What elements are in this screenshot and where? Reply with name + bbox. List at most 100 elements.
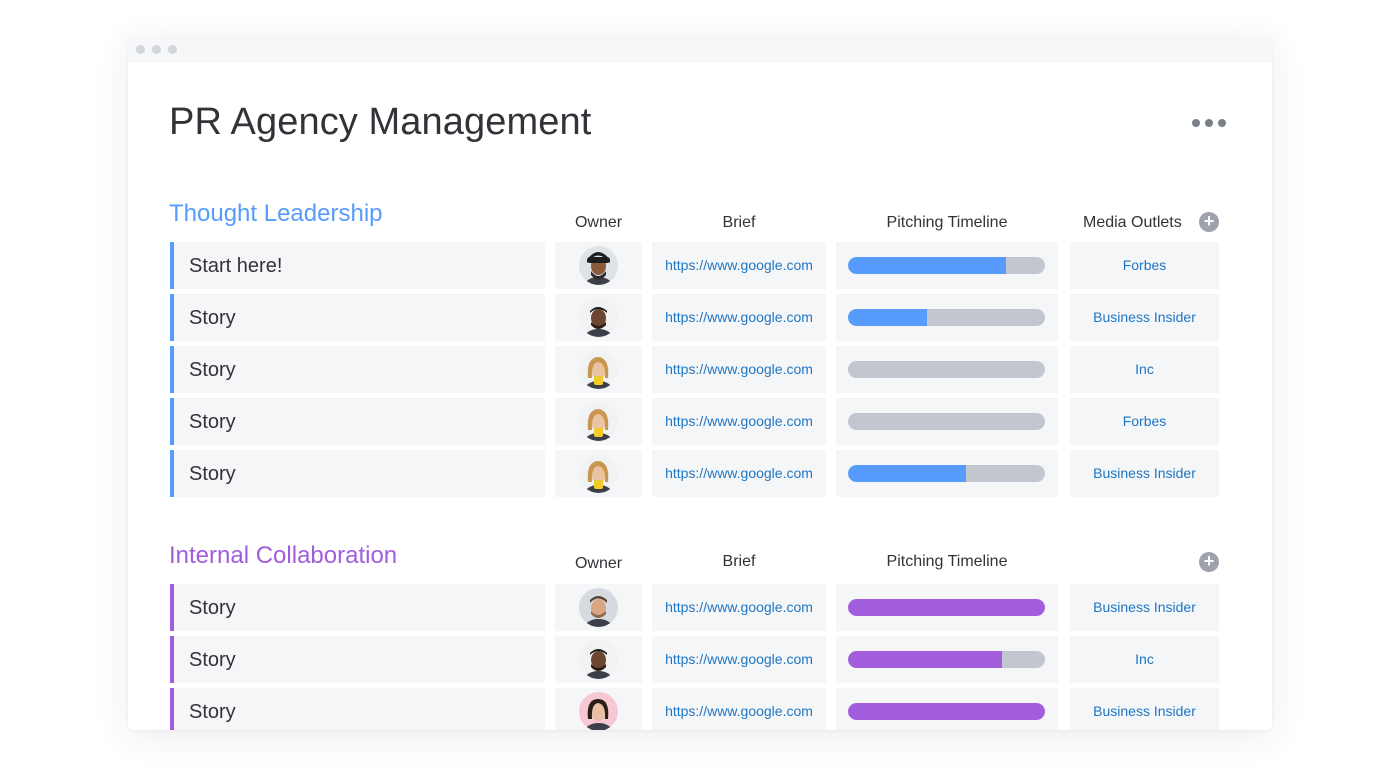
media-outlet-cell[interactable]: Business Insider bbox=[1070, 688, 1219, 730]
media-outlet-label[interactable]: Forbes bbox=[1122, 257, 1167, 273]
owner-cell[interactable] bbox=[555, 450, 642, 497]
table-row[interactable]: Start here! https://www.google.com Forbes bbox=[128, 242, 1272, 289]
timeline-cell[interactable] bbox=[836, 242, 1058, 289]
owner-cell[interactable] bbox=[555, 688, 642, 730]
brief-link[interactable]: https://www.google.com bbox=[665, 257, 813, 273]
table-row[interactable]: Story https://www.google.com Business Insi… bbox=[128, 688, 1272, 730]
timeline-bar[interactable] bbox=[848, 309, 1045, 326]
timeline-fill bbox=[848, 703, 1045, 720]
media-outlet-label[interactable]: Business Insider bbox=[1093, 703, 1196, 719]
brief-link[interactable]: https://www.google.com bbox=[665, 413, 813, 429]
brief-link[interactable]: https://www.google.com bbox=[665, 651, 813, 667]
add-column-plus-icon[interactable]: + bbox=[1199, 552, 1219, 572]
brief-link[interactable]: https://www.google.com bbox=[665, 465, 813, 481]
timeline-cell[interactable] bbox=[836, 584, 1058, 631]
group-title-thought-leadership[interactable]: Thought Leadership bbox=[169, 200, 383, 227]
avatar[interactable] bbox=[579, 350, 618, 389]
item-name-cell[interactable]: Story bbox=[170, 398, 545, 445]
timeline-bar[interactable] bbox=[848, 257, 1045, 274]
brief-link[interactable]: https://www.google.com bbox=[665, 703, 813, 719]
timeline-cell[interactable] bbox=[836, 398, 1058, 445]
group-color-bar bbox=[170, 636, 174, 683]
window-titlebar bbox=[128, 37, 1272, 62]
brief-cell[interactable]: https://www.google.com bbox=[652, 688, 826, 730]
brief-cell[interactable]: https://www.google.com bbox=[652, 346, 826, 393]
avatar[interactable] bbox=[579, 454, 618, 493]
media-outlet-cell[interactable]: Business Insider bbox=[1070, 450, 1219, 497]
timeline-fill bbox=[848, 309, 927, 326]
media-outlet-cell[interactable]: Inc bbox=[1070, 636, 1219, 683]
timeline-cell[interactable] bbox=[836, 346, 1058, 393]
owner-cell[interactable] bbox=[555, 242, 642, 289]
avatar[interactable] bbox=[579, 246, 618, 285]
item-name-cell[interactable]: Story bbox=[170, 294, 545, 341]
avatar[interactable] bbox=[579, 402, 618, 441]
brief-link[interactable]: https://www.google.com bbox=[665, 361, 813, 377]
media-outlet-label[interactable]: Business Insider bbox=[1093, 465, 1196, 481]
group-color-bar bbox=[170, 450, 174, 497]
media-outlet-label[interactable]: Inc bbox=[1135, 361, 1154, 377]
timeline-cell[interactable] bbox=[836, 688, 1058, 730]
group-title-internal-collaboration[interactable]: Internal Collaboration bbox=[169, 542, 398, 569]
avatar[interactable] bbox=[579, 588, 618, 627]
media-outlet-cell[interactable]: Inc bbox=[1070, 346, 1219, 393]
timeline-cell[interactable] bbox=[836, 636, 1058, 683]
timeline-fill bbox=[848, 599, 1045, 616]
timeline-fill bbox=[848, 651, 1002, 668]
media-outlet-cell[interactable]: Forbes bbox=[1070, 242, 1219, 289]
item-name-cell[interactable]: Start here! bbox=[170, 242, 545, 289]
brief-link[interactable]: https://www.google.com bbox=[665, 309, 813, 325]
timeline-fill bbox=[848, 465, 967, 482]
timeline-bar[interactable] bbox=[848, 651, 1045, 668]
item-name-cell[interactable]: Story bbox=[170, 584, 545, 631]
table-row[interactable]: Story https://www.google.com Business Insi… bbox=[128, 294, 1272, 341]
add-column-plus-icon[interactable]: + bbox=[1199, 212, 1219, 232]
table-row[interactable]: Story https://www.google.com Inc bbox=[128, 636, 1272, 683]
timeline-bar[interactable] bbox=[848, 413, 1045, 430]
owner-cell[interactable] bbox=[555, 398, 642, 445]
brief-cell[interactable]: https://www.google.com bbox=[652, 636, 826, 683]
item-name: Story bbox=[189, 463, 236, 485]
timeline-bar[interactable] bbox=[848, 599, 1045, 616]
item-name-cell[interactable]: Story bbox=[170, 688, 545, 730]
owner-cell[interactable] bbox=[555, 294, 642, 341]
media-outlet-label[interactable]: Inc bbox=[1135, 651, 1154, 667]
media-outlet-label[interactable]: Forbes bbox=[1122, 413, 1167, 429]
brief-cell[interactable]: https://www.google.com bbox=[652, 450, 826, 497]
media-outlet-cell[interactable]: Business Insider bbox=[1070, 584, 1219, 631]
media-outlet-cell[interactable]: Forbes bbox=[1070, 398, 1219, 445]
timeline-bar[interactable] bbox=[848, 361, 1045, 378]
table-row[interactable]: Story https://www.google.com Forbes bbox=[128, 398, 1272, 445]
avatar[interactable] bbox=[579, 298, 618, 337]
owner-cell[interactable] bbox=[555, 584, 642, 631]
brief-cell[interactable]: https://www.google.com bbox=[652, 584, 826, 631]
item-name-cell[interactable]: Story bbox=[170, 636, 545, 683]
column-header-brief: Brief bbox=[722, 553, 756, 570]
timeline-bar[interactable] bbox=[848, 703, 1045, 720]
column-header-pitching-timeline: Pitching Timeline bbox=[886, 214, 1008, 231]
brief-cell[interactable]: https://www.google.com bbox=[652, 398, 826, 445]
media-outlet-label[interactable]: Business Insider bbox=[1093, 309, 1196, 325]
owner-cell[interactable] bbox=[555, 636, 642, 683]
more-options-icon[interactable] bbox=[1192, 113, 1226, 133]
media-outlet-label[interactable]: Business Insider bbox=[1093, 599, 1196, 615]
avatar[interactable] bbox=[579, 640, 618, 679]
item-name-cell[interactable]: Story bbox=[170, 450, 545, 497]
media-outlet-cell[interactable]: Business Insider bbox=[1070, 294, 1219, 341]
item-name-cell[interactable]: Story bbox=[170, 346, 545, 393]
table-row[interactable]: Story https://www.google.com Inc bbox=[128, 346, 1272, 393]
table-row[interactable]: Story https://www.google.com Business Insi… bbox=[128, 450, 1272, 497]
brief-link[interactable]: https://www.google.com bbox=[665, 599, 813, 615]
item-name: Story bbox=[189, 307, 236, 329]
avatar[interactable] bbox=[579, 692, 618, 730]
window-dot-icon bbox=[136, 45, 145, 54]
timeline-cell[interactable] bbox=[836, 450, 1058, 497]
timeline-bar[interactable] bbox=[848, 465, 1045, 482]
brief-cell[interactable]: https://www.google.com bbox=[652, 294, 826, 341]
timeline-cell[interactable] bbox=[836, 294, 1058, 341]
group-color-bar bbox=[170, 242, 174, 289]
column-header-owner: Owner bbox=[574, 555, 623, 572]
table-row[interactable]: Story https://www.google.com Business Insi… bbox=[128, 584, 1272, 631]
owner-cell[interactable] bbox=[555, 346, 642, 393]
brief-cell[interactable]: https://www.google.com bbox=[652, 242, 826, 289]
